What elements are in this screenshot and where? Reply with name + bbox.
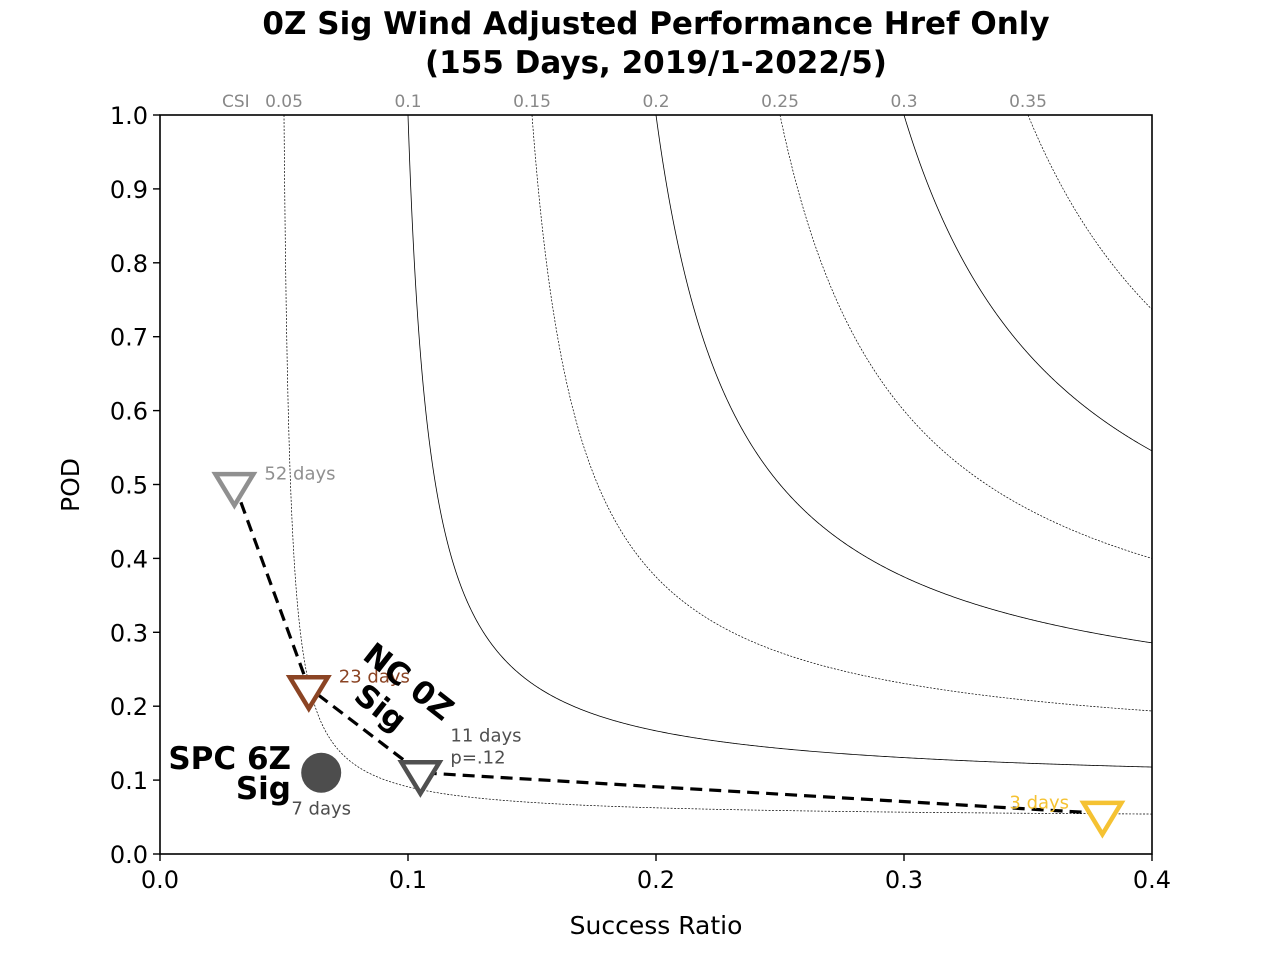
y-tick-label-4: 0.4 [110, 545, 148, 573]
csi-contour-label-1: 0.1 [394, 92, 421, 112]
chart-title-line-2: (155 Days, 2019/1-2022/5) [425, 45, 887, 81]
x-tick-label-3: 0.3 [885, 866, 923, 894]
series-label-1: 23 days [339, 667, 410, 688]
x-tick-label-1: 0.1 [389, 866, 427, 894]
series-label-2-2: p=.12 [450, 748, 505, 769]
y-axis-label: POD [56, 458, 85, 512]
y-tick-label-5: 0.5 [110, 472, 148, 500]
csi-contour-5 [903, 114, 1153, 452]
reference-name-line-2: Sig [236, 771, 291, 807]
y-tick-label-1: 0.1 [110, 767, 148, 795]
reference-name-line-1: SPC 6Z [168, 741, 291, 777]
csi-contour-0 [283, 114, 1153, 815]
csi-contour-6 [1027, 114, 1153, 310]
csi-contour-label-5: 0.3 [890, 92, 917, 112]
csi-contour-label-2: 0.15 [513, 92, 551, 112]
y-tick-label-9: 0.9 [110, 176, 148, 204]
x-tick-label-0: 0.0 [141, 866, 179, 894]
csi-contour-label-0: 0.05 [265, 92, 303, 112]
x-tick-label-4: 0.4 [1133, 866, 1171, 894]
series-label-0: 52 days [264, 464, 335, 485]
series-marker-2 [397, 760, 444, 798]
series-dashed-line [232, 483, 1103, 815]
y-tick-label-3: 0.3 [110, 619, 148, 647]
axes: 0.0 0.1 0.2 0.3 0.4 0.0 0.1 0.2 0.3 0.4 0.5 0.6 0.7 0… [110, 102, 1171, 894]
y-tick-label-2: 0.2 [110, 693, 148, 721]
csi-contour-1 [407, 114, 1153, 768]
series-marker-0 [211, 471, 258, 510]
series-marker-1 [285, 675, 332, 713]
chart-title-line-1: 0Z Sig Wind Adjusted Performance Href On… [262, 6, 1049, 42]
series-line [232, 483, 1103, 815]
markers [211, 471, 1126, 839]
csi-contour-4 [779, 114, 1153, 559]
series-label-2: 11 days [450, 726, 521, 747]
x-tick-label-2: 0.2 [637, 866, 675, 894]
y-tick-label-8: 0.8 [110, 250, 148, 278]
csi-contours [283, 114, 1153, 815]
csi-contour-label-4: 0.25 [761, 92, 799, 112]
csi-prefix-label: CSI [222, 92, 250, 112]
csi-contour-3 [655, 114, 1153, 644]
x-axis-label: Success Ratio [570, 911, 743, 940]
csi-labels: 0.05 0.1 0.15 0.2 0.25 0.3 0.35 [265, 92, 1047, 112]
csi-contour-2 [531, 114, 1153, 712]
series-label-3: 3 days [1009, 792, 1069, 813]
csi-contour-label-3: 0.2 [642, 92, 669, 112]
y-tick-label-6: 0.6 [110, 398, 148, 426]
y-tick-label-0: 0.0 [110, 841, 148, 869]
reference-label: 7 days [291, 799, 351, 820]
y-tick-label-7: 0.7 [110, 324, 148, 352]
csi-contour-label-6: 0.35 [1009, 92, 1047, 112]
y-tick-label-10: 1.0 [110, 102, 148, 130]
reference-marker [301, 752, 342, 793]
series-marker-3 [1079, 800, 1126, 839]
